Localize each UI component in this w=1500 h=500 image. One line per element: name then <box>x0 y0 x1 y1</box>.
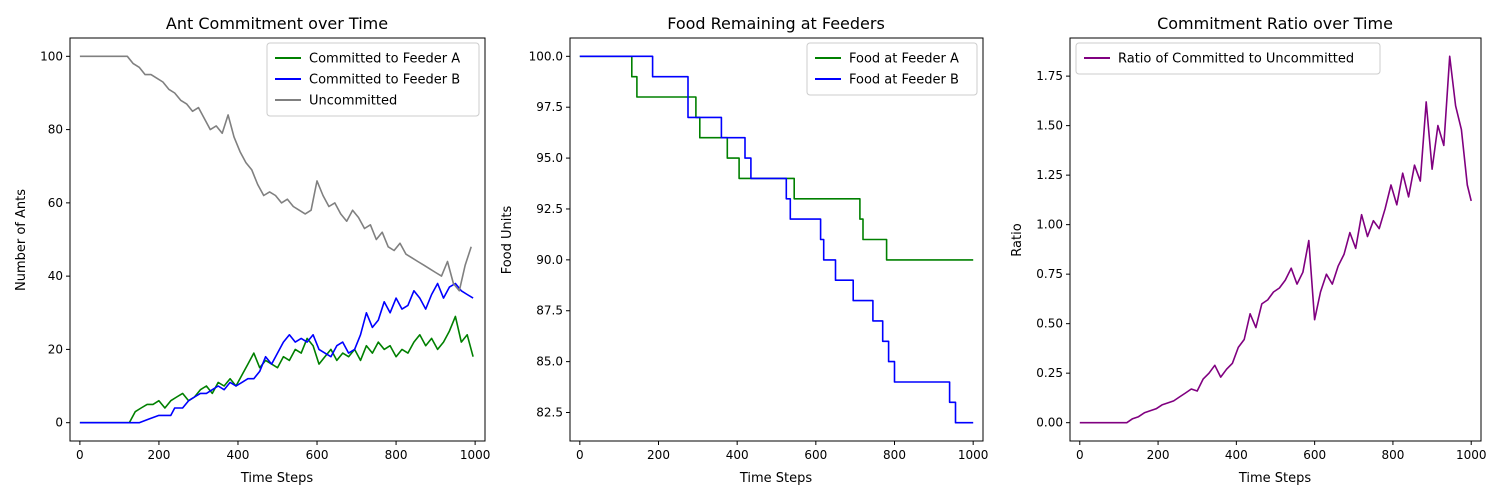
legend-box <box>806 42 978 96</box>
y-tick-label: 0.50 <box>1036 317 1063 331</box>
y-tick-label: 87.5 <box>536 304 563 318</box>
legend-box <box>266 42 480 117</box>
x-tick-label: 800 <box>883 448 906 462</box>
legend-label: Food at Feeder A <box>849 52 959 67</box>
x-tick-label: 400 <box>227 448 250 462</box>
y-tick-label: 100.0 <box>529 49 563 63</box>
x-tick-label: 600 <box>804 448 827 462</box>
y-tick-label: 92.5 <box>536 202 563 216</box>
y-tick-label: 95.0 <box>536 151 563 165</box>
y-tick-label: 97.5 <box>536 100 563 114</box>
x-tick-label: 200 <box>647 448 670 462</box>
x-tick-label: 800 <box>385 448 408 462</box>
y-tick-label: 1.50 <box>1036 119 1063 133</box>
legend-label: Committed to Feeder A <box>309 52 460 67</box>
legend-box <box>1075 42 1381 75</box>
legend-label: Food at Feeder B <box>849 73 959 88</box>
y-tick-label: 0 <box>55 416 63 430</box>
y-tick-label: 90.0 <box>536 253 563 267</box>
legend: Ratio of Committed to Uncommitted <box>1075 42 1381 75</box>
y-axis-label: Food Units <box>500 206 515 275</box>
chart-title: Commitment Ratio over Time <box>1157 14 1393 33</box>
chart-title: Ant Commitment over Time <box>166 14 388 33</box>
chart-panel-food-remaining: Food Remaining at Feeders 0 200 400 600 800 1… <box>500 14 988 486</box>
y-tick-label: 0.75 <box>1036 267 1063 281</box>
x-tick-label: 600 <box>1303 448 1326 462</box>
plot-area: 0 200 400 600 800 1000 0.00 0.25 0.50 0.75 1.00 1.2… <box>1036 37 1487 462</box>
x-tick-label: 1000 <box>958 448 989 462</box>
chart-panel-commitment-ratio: Commitment Ratio over Time 0 200 400 600 800… <box>1010 14 1486 486</box>
legend-label: Ratio of Committed to Uncommitted <box>1118 52 1354 67</box>
chart-panel-ant-commitment: Ant Commitment over Time 0 200 400 600 800 10… <box>14 14 490 486</box>
y-tick-label: 82.5 <box>536 406 563 420</box>
axes-frame <box>569 37 984 442</box>
legend: Food at Feeder A Food at Feeder B <box>806 42 978 96</box>
y-tick-label: 100 <box>40 49 63 63</box>
y-tick-label: 1.25 <box>1036 168 1063 182</box>
plot-area: 0 200 400 600 800 1000 0 20 40 60 80 100 Committed t… <box>40 37 491 462</box>
y-axis-label: Number of Ants <box>14 189 29 291</box>
series-line-1 <box>79 315 474 424</box>
series-line-2 <box>579 55 974 424</box>
x-tick-label: 200 <box>147 448 170 462</box>
x-tick-label: 1000 <box>1456 448 1487 462</box>
chart-title: Food Remaining at Feeders <box>667 14 885 33</box>
y-tick-label: 60 <box>48 196 63 210</box>
legend-label: Committed to Feeder B <box>309 73 460 88</box>
y-tick-label: 80 <box>48 123 63 137</box>
x-tick-label: 1000 <box>460 448 491 462</box>
legend-label: Uncommitted <box>309 94 397 109</box>
x-axis-label: Time Steps <box>240 471 314 486</box>
y-tick-label: 1.75 <box>1036 69 1063 83</box>
x-tick-label: 400 <box>726 448 749 462</box>
legend: Committed to Feeder A Committed to Feeder… <box>266 42 480 117</box>
x-axis-label: Time Steps <box>739 471 813 486</box>
y-axis-label: Ratio <box>1010 223 1025 256</box>
x-tick-label: 0 <box>576 448 584 462</box>
x-tick-label: 0 <box>1076 448 1084 462</box>
axes-frame <box>1069 37 1482 442</box>
axes-frame <box>69 37 486 442</box>
x-tick-label: 0 <box>76 448 84 462</box>
x-tick-label: 800 <box>1381 448 1404 462</box>
y-tick-label: 20 <box>48 342 63 356</box>
y-tick-label: 0.00 <box>1036 416 1063 430</box>
x-tick-label: 600 <box>306 448 329 462</box>
series-line-2 <box>79 282 474 424</box>
plot-area: 0 200 400 600 800 1000 82.5 85.0 87.5 90.0 92.5 95.… <box>529 37 989 462</box>
x-axis-label: Time Steps <box>1238 471 1312 486</box>
series-line-1 <box>579 55 974 261</box>
y-tick-label: 1.00 <box>1036 218 1063 232</box>
series-line-1 <box>1079 55 1472 424</box>
series-line-3 <box>79 55 472 292</box>
y-tick-label: 85.0 <box>536 355 563 369</box>
x-tick-label: 200 <box>1147 448 1170 462</box>
y-tick-label: 0.25 <box>1036 366 1063 380</box>
x-tick-label: 400 <box>1225 448 1248 462</box>
y-tick-label: 40 <box>48 269 63 283</box>
